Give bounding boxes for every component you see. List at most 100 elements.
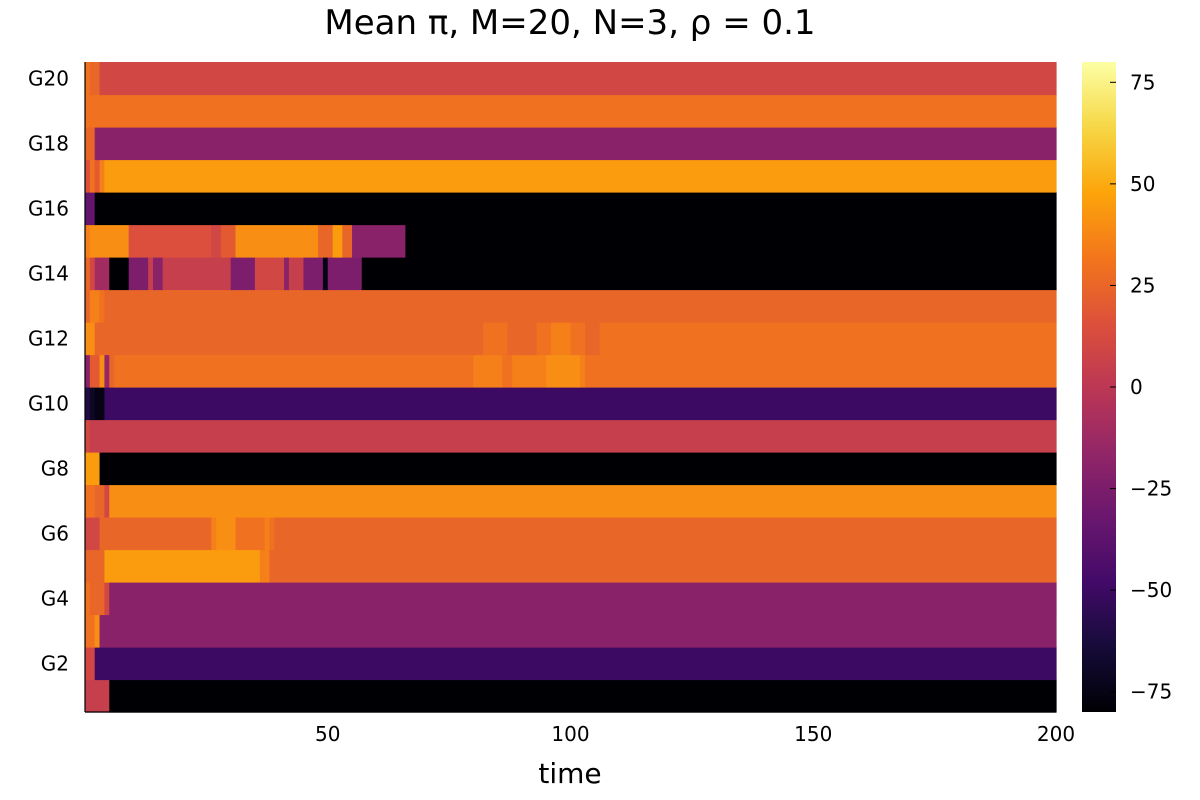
- heatmap-cell: [89, 159, 96, 193]
- heatmap-cell: [254, 257, 285, 291]
- heatmap-cell: [109, 582, 1057, 616]
- heatmap-cell: [284, 257, 290, 291]
- heatmap-cell: [94, 192, 1057, 226]
- heatmap-cell: [85, 159, 91, 193]
- heatmap-cell: [128, 224, 212, 258]
- heatmap-row-g18: [85, 127, 1057, 161]
- heatmap-row-g3: [85, 614, 1057, 648]
- heatmap-cell: [332, 224, 343, 258]
- heatmap-cell: [269, 549, 1057, 583]
- heatmap-row-g12: [85, 322, 1057, 356]
- y-tick-label: G16: [28, 196, 69, 220]
- y-tick-label: G2: [41, 651, 69, 675]
- heatmap-cell: [85, 387, 91, 421]
- heatmap-row-g19: [85, 94, 1057, 128]
- heatmap-row-g6: [85, 517, 1057, 551]
- heatmap-cell: [99, 614, 1057, 648]
- y-tick-label: G6: [41, 521, 69, 545]
- colorbar: −75 −50 −25 0 25 50 75: [1082, 62, 1172, 712]
- heatmap-cell: [551, 322, 572, 356]
- colorbar-tick-label: 0: [1130, 375, 1143, 399]
- heatmap-cell: [99, 452, 1057, 486]
- heatmap-cell: [211, 517, 217, 551]
- heatmap-row-g11: [85, 354, 1057, 388]
- heatmap-cell: [128, 257, 149, 291]
- colorbar-tick-label: 50: [1130, 172, 1155, 196]
- heatmap-cell: [85, 419, 91, 453]
- heatmap-row-g9: [85, 419, 1057, 453]
- heatmap-cell: [85, 94, 1057, 128]
- heatmap-cell: [502, 354, 513, 388]
- x-tick-label: 100: [551, 722, 589, 746]
- colorbar-tick-label: −25: [1130, 477, 1172, 501]
- heatmap-cell: [89, 289, 101, 323]
- heatmap-cell: [104, 387, 1057, 421]
- heatmap-rows: [85, 62, 1057, 713]
- y-tick-label: G8: [41, 456, 69, 480]
- y-tick-label: G12: [28, 326, 69, 350]
- heatmap-cell: [85, 614, 96, 648]
- heatmap-cell: [85, 484, 96, 518]
- heatmap-cell: [318, 224, 334, 258]
- heatmap-row-g1: [85, 679, 1057, 713]
- y-tick-label: G4: [41, 586, 69, 610]
- heatmap-row-g13: [85, 289, 1057, 323]
- y-tick-label: G18: [28, 131, 69, 155]
- x-tick-label: 150: [794, 722, 832, 746]
- heatmap-cell: [89, 387, 96, 421]
- heatmap-cell: [104, 484, 110, 518]
- heatmap-cell: [104, 289, 1057, 323]
- heatmap-row-g10: [85, 387, 1057, 421]
- colorbar-tick-label: 75: [1130, 70, 1155, 94]
- heatmap-cell: [352, 224, 407, 258]
- heatmap-cell: [89, 419, 1057, 453]
- x-axis-label: time: [538, 757, 601, 790]
- heatmap-cell: [322, 257, 329, 291]
- y-tick-label: G20: [28, 66, 69, 90]
- heatmap-cell: [546, 354, 581, 388]
- heatmap-cell: [85, 224, 91, 258]
- heatmap-cell: [109, 484, 1057, 518]
- heatmap-cell: [85, 647, 96, 681]
- heatmap-cell: [99, 354, 106, 388]
- heatmap-cell: [85, 354, 91, 388]
- heatmap-cell: [628, 322, 1057, 356]
- heatmap-cell: [269, 517, 275, 551]
- heatmap-cell: [94, 614, 101, 648]
- heatmap-row-g16: [85, 192, 1057, 226]
- heatmap-cell: [94, 647, 1057, 681]
- heatmap-cell: [85, 517, 101, 551]
- colorbar-tick-label: 25: [1130, 273, 1155, 297]
- heatmap-cell: [89, 257, 96, 291]
- heatmap-cell: [473, 354, 504, 388]
- heatmap-cell: [342, 224, 353, 258]
- heatmap-cell: [152, 257, 164, 291]
- heatmap-row-g7: [85, 484, 1057, 518]
- heatmap-cell: [211, 224, 222, 258]
- heatmap-row-g17: [85, 159, 1057, 193]
- heatmap-cell: [94, 484, 106, 518]
- heatmap-cell: [89, 354, 101, 388]
- heatmap-cell: [585, 322, 601, 356]
- heatmap-cell: [512, 354, 547, 388]
- heatmap-cell: [570, 322, 586, 356]
- heatmap-cell: [99, 62, 1057, 96]
- heatmap-cell: [536, 322, 552, 356]
- heatmap-row-g4: [85, 582, 1057, 616]
- heatmap-cell: [85, 192, 96, 226]
- heatmap-cell: [303, 257, 324, 291]
- heatmap-row-g15: [85, 224, 1057, 258]
- y-axis-ticks: G2 G4 G6 G8 G10 G12 G14 G16 G18 G20: [28, 66, 69, 675]
- heatmap-cell: [89, 62, 101, 96]
- heatmap-cell: [162, 257, 232, 291]
- heatmap-row-g8: [85, 452, 1057, 486]
- heatmap-cell: [85, 679, 110, 713]
- heatmap-cell: [85, 289, 91, 323]
- heatmap-cell: [104, 354, 110, 388]
- heatmap-cell: [94, 322, 484, 356]
- heatmap-row-g20: [85, 62, 1057, 96]
- heatmap-cell: [507, 322, 538, 356]
- heatmap-cell: [264, 517, 271, 551]
- colorbar-tick-label: −75: [1130, 680, 1172, 704]
